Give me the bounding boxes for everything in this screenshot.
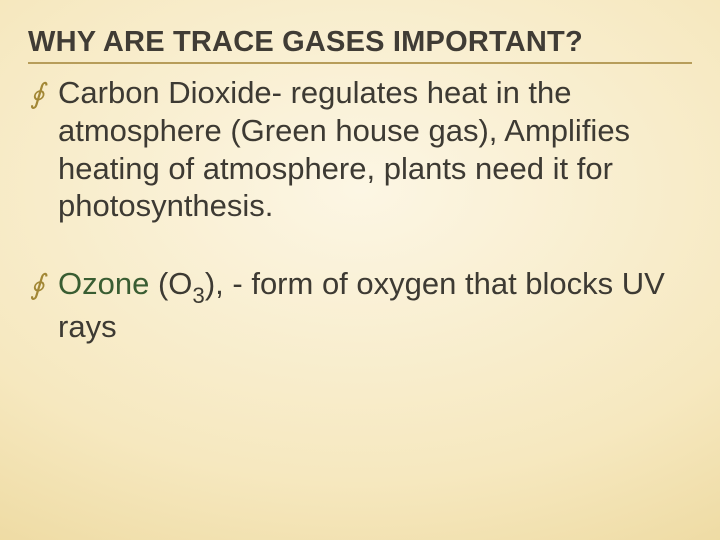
slide: WHY ARE TRACE GASES IMPORTANT? ∮ Carbon … [0, 0, 720, 540]
bullet-lead: Carbon Dioxide [58, 75, 272, 110]
formula-prefix: (O [149, 266, 192, 301]
bullet-item: ∮ Carbon Dioxide- regulates heat in the … [30, 74, 690, 225]
formula-suffix: ), [205, 266, 233, 301]
bullet-item: ∮ Ozone (O3), - form of oxygen that bloc… [30, 265, 690, 345]
slide-title: WHY ARE TRACE GASES IMPORTANT? [28, 26, 692, 59]
formula-subscript: 3 [192, 283, 204, 308]
title-underline [28, 62, 692, 64]
content-area: ∮ Carbon Dioxide- regulates heat in the … [28, 74, 692, 345]
bullet-lead: Ozone [58, 266, 149, 301]
bullet-body: Ozone (O3), - form of oxygen that blocks… [58, 265, 690, 345]
bullet-icon: ∮ [30, 74, 58, 114]
bullet-body: Carbon Dioxide- regulates heat in the at… [58, 74, 690, 225]
title-block: WHY ARE TRACE GASES IMPORTANT? [28, 26, 692, 64]
bullet-icon: ∮ [30, 265, 58, 305]
